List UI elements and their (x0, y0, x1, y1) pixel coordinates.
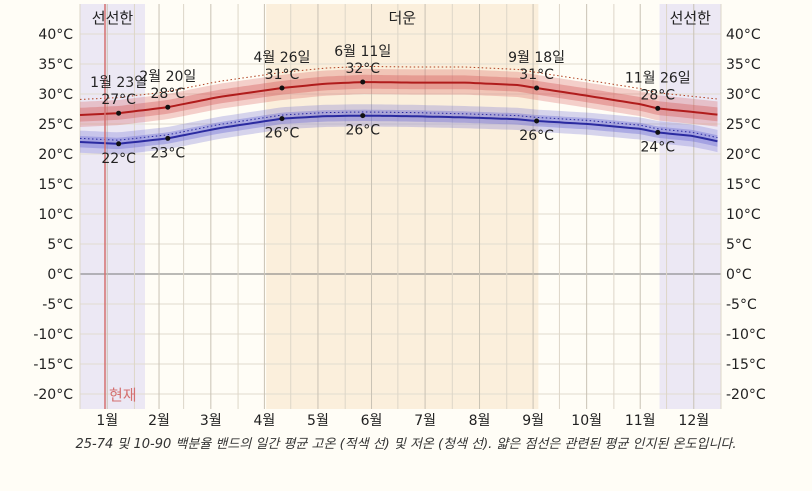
y-axis-left: 40°C 35°C 30°C 25°C 20°C 15°C 10°C 5°C 0°C -5°C -1… (33, 27, 73, 403)
annotation-date-1: 2월 20일 (139, 69, 196, 85)
y-tick-left: 5°C (47, 237, 73, 253)
annotation-value-7: 23°C (151, 145, 186, 161)
annotation-dot-1 (165, 104, 171, 110)
annotation-date-5: 11월 26일 (625, 70, 691, 86)
season-labels: 선선한 더운 선선한 (92, 9, 711, 27)
month-label-8: 8월 (469, 413, 491, 429)
y-tick-left: -10°C (33, 327, 73, 343)
y-tick-right: 25°C (726, 117, 761, 133)
y-tick-right: 30°C (726, 87, 761, 103)
y-tick-right: 35°C (726, 57, 761, 73)
season-backgrounds (80, 4, 721, 409)
season-band-1 (266, 4, 539, 409)
y-tick-left: -5°C (42, 297, 73, 313)
annotation-date-2: 4월 26일 (253, 50, 310, 66)
y-tick-right: -15°C (726, 357, 766, 373)
annotation-dot-5 (655, 105, 661, 111)
low-band-25-75 (80, 109, 718, 150)
annotation-date-3: 6월 11일 (334, 44, 391, 60)
y-tick-left: 15°C (38, 177, 73, 193)
annotation-value-1: 28°C (151, 86, 186, 102)
annotation-value-5: 28°C (640, 87, 675, 103)
annotation-value-3: 32°C (345, 61, 380, 77)
annotation-date-4: 9월 18일 (508, 50, 565, 66)
high-temp-line (79, 80, 718, 116)
annotation-dot-9 (360, 113, 366, 119)
annotation-dot-6 (116, 141, 122, 147)
y-tick-left: 0°C (47, 267, 73, 283)
annotation-dot-11 (655, 129, 661, 135)
y-tick-right: -5°C (726, 297, 757, 313)
annotation-dot-0 (116, 110, 122, 116)
low-band-10-90 (80, 104, 718, 155)
y-tick-right: -10°C (726, 327, 766, 343)
y-tick-left: 10°C (38, 207, 73, 223)
y-tick-left: 30°C (38, 87, 73, 103)
season-label-1: 더운 (388, 9, 416, 27)
month-label-1: 1월 (96, 413, 118, 429)
chart-caption: 25-74 및 10-90 백분율 밴드의 일간 평균 고온 (적색 선) 및 … (75, 437, 737, 452)
month-label-7: 7월 (414, 413, 436, 429)
today-label: 현재 (109, 386, 137, 404)
month-label-2: 2월 (148, 413, 170, 429)
annotation-value-9: 26°C (345, 123, 380, 139)
month-label-6: 6월 (361, 413, 383, 429)
y-tick-left: -15°C (33, 357, 73, 373)
y-tick-left: 20°C (38, 147, 73, 163)
annotation-value-10: 26°C (519, 128, 554, 144)
high-band-25-75 (80, 74, 718, 122)
y-tick-right: 40°C (726, 27, 761, 43)
annotation-value-4: 31°C (519, 67, 554, 83)
y-tick-right: 15°C (726, 177, 761, 193)
annotation-dot-4 (534, 85, 540, 91)
season-band-2 (659, 4, 721, 409)
y-tick-right: 20°C (726, 147, 761, 163)
annotation-value-8: 26°C (265, 126, 300, 142)
x-axis: 1월 2월 3월 4월 5월 6월 7월 8월 9월 10월 11월 12월 (96, 413, 709, 429)
y-axis-right: 40°C 35°C 30°C 25°C 20°C 15°C 10°C 5°C 0°C -5°C -1… (726, 27, 766, 403)
annotation-dot-3 (360, 79, 366, 85)
y-tick-left: -20°C (33, 387, 73, 403)
y-tick-right: -20°C (726, 387, 766, 403)
percentile-bands (80, 68, 718, 155)
low-temp-line (79, 114, 718, 145)
month-label-11: 11월 (625, 413, 656, 429)
annotation-dot-7 (165, 135, 171, 141)
season-label-0: 선선한 (92, 9, 134, 27)
annotation-dot-2 (279, 85, 285, 91)
y-tick-left: 40°C (38, 27, 73, 43)
annotation-dot-8 (279, 116, 285, 122)
season-label-2: 선선한 (670, 9, 712, 27)
high-perceived-line (79, 65, 718, 100)
y-tick-right: 5°C (726, 237, 752, 253)
month-label-12: 12월 (678, 413, 709, 429)
today-marker: 현재 (104, 4, 137, 409)
month-label-3: 3월 (200, 413, 222, 429)
annotation-date-0: 1월 23일 (90, 75, 147, 91)
y-tick-right: 0°C (726, 267, 752, 283)
month-label-10: 10월 (571, 413, 602, 429)
y-tick-left: 35°C (38, 57, 73, 73)
annotation-value-6: 22°C (101, 151, 136, 167)
annotation-value-0: 27°C (101, 92, 136, 108)
annotation-dot-10 (534, 118, 540, 124)
grid-lines (79, 4, 722, 409)
low-perceived-line (79, 111, 718, 141)
annotation-value-11: 24°C (640, 139, 675, 155)
high-band-10-90 (80, 68, 718, 127)
month-label-4: 4월 (253, 413, 275, 429)
annotation-value-2: 31°C (265, 67, 300, 83)
month-label-5: 5월 (307, 413, 329, 429)
season-band-0 (80, 4, 145, 409)
month-label-9: 9월 (522, 413, 544, 429)
y-tick-left: 25°C (38, 117, 73, 133)
y-tick-right: 10°C (726, 207, 761, 223)
temperature-lines (79, 65, 718, 145)
